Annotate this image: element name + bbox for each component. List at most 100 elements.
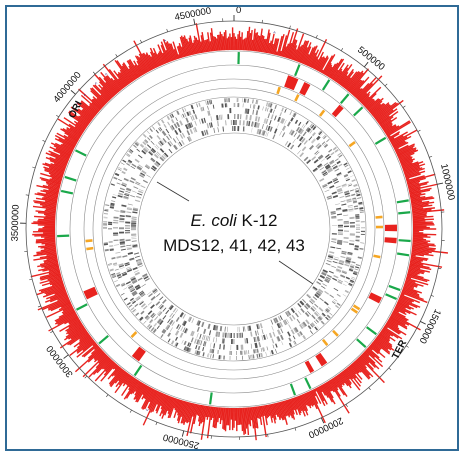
gc-bar [46, 253, 57, 257]
deletion-mark [313, 320, 317, 325]
deletion-mark [349, 175, 354, 178]
gc-bar [44, 243, 56, 246]
minor-tick [417, 129, 421, 132]
deletion-mark [150, 157, 156, 163]
orange-feature [318, 109, 326, 117]
deletion-mark [317, 130, 322, 135]
deletion-mark [257, 336, 260, 342]
deletion-mark [123, 196, 129, 199]
deletion-mark [336, 268, 342, 272]
deletion-mark [351, 193, 356, 197]
deletion-mark [321, 169, 327, 174]
deletion-mark [310, 298, 316, 303]
deletion-mark [335, 185, 341, 189]
gc-bar [411, 251, 434, 257]
gc-bar [93, 357, 111, 375]
gc-bar [247, 407, 250, 425]
deletion-mark [325, 316, 329, 321]
deletion-mark [162, 315, 167, 320]
deletion-mark [254, 348, 257, 354]
gc-bar [407, 272, 424, 279]
gc-bar [223, 32, 226, 51]
gc-bar [411, 201, 435, 207]
green-feature [74, 149, 87, 157]
deletion-mark [344, 174, 348, 178]
deletion-mark [332, 165, 338, 169]
gc-bar [346, 70, 364, 91]
gc-bar [135, 384, 147, 403]
deletion-mark [311, 139, 316, 144]
gc-bar [404, 170, 420, 177]
gc-bar [38, 265, 60, 272]
gc-bar [409, 187, 432, 194]
gc-bar [133, 383, 145, 400]
gc-bar [386, 322, 407, 336]
deletion-mark [208, 353, 210, 358]
deletion-mark [306, 293, 312, 299]
deletion-mark [344, 280, 349, 283]
gc-bar [394, 141, 409, 151]
deletion-mark [332, 194, 339, 199]
gc-bar [202, 405, 207, 423]
deletion-mark [112, 194, 117, 196]
gc-bar [213, 36, 216, 52]
gc-bar [335, 375, 343, 386]
deletion-mark [293, 306, 297, 311]
gc-bar [53, 149, 71, 158]
deletion-mark [120, 162, 125, 165]
deletion-mark [194, 114, 197, 120]
deletion-mark [271, 325, 274, 331]
tick-label: 0 [236, 7, 241, 16]
minor-tick [340, 48, 344, 51]
gc-bar [65, 325, 84, 338]
gc-bar [76, 339, 95, 354]
deletion-mark [165, 324, 169, 330]
deletion-mark [210, 353, 212, 358]
gc-bar [335, 64, 349, 83]
deletion-mark [329, 294, 334, 298]
gc-bar [239, 407, 242, 425]
deletion-mark [191, 318, 195, 324]
deletion-mark [162, 307, 167, 312]
deletion-mark [246, 338, 249, 344]
gc-bar [214, 36, 218, 51]
gc-bar [123, 379, 138, 400]
gc-bar [404, 283, 415, 289]
gc-bar [337, 374, 346, 384]
deletion-mark [309, 130, 313, 134]
minor-tick [140, 39, 142, 43]
deletion-mark [163, 123, 167, 128]
deletion-mark [143, 139, 148, 144]
deletion-mark [136, 260, 142, 264]
deletion-mark [150, 140, 155, 145]
gc-bar [399, 156, 413, 163]
gc-bar [270, 403, 277, 424]
deletion-mark [348, 206, 354, 209]
minor-tick [106, 394, 109, 398]
deletion-mark [314, 303, 319, 308]
deletion-mark [299, 324, 304, 330]
deletion-mark [143, 320, 147, 324]
deletion-mark [176, 330, 180, 336]
deletion-mark [296, 134, 301, 140]
deletion-mark [259, 342, 261, 348]
gc-bar [204, 40, 208, 53]
gc-bar [64, 326, 85, 341]
gc-bar [412, 238, 427, 241]
gc-bar [34, 193, 58, 199]
deletion-mark [137, 262, 143, 266]
gc-bar [152, 47, 162, 66]
deletion-mark [334, 158, 339, 162]
deletion-mark [352, 197, 357, 200]
gc-bar [91, 98, 103, 109]
deletion-mark [309, 300, 314, 305]
deletion-mark [194, 350, 197, 355]
deletion-mark [212, 104, 215, 109]
feature-tracks: ˄˄˄˄˄˄˄ [57, 31, 411, 412]
deletion-mark [152, 126, 156, 130]
gc-bar [397, 301, 414, 310]
deletion-mark [197, 320, 201, 326]
gc-bar [35, 239, 56, 243]
deletion-mark [158, 303, 163, 308]
deletion-mark [316, 290, 322, 296]
